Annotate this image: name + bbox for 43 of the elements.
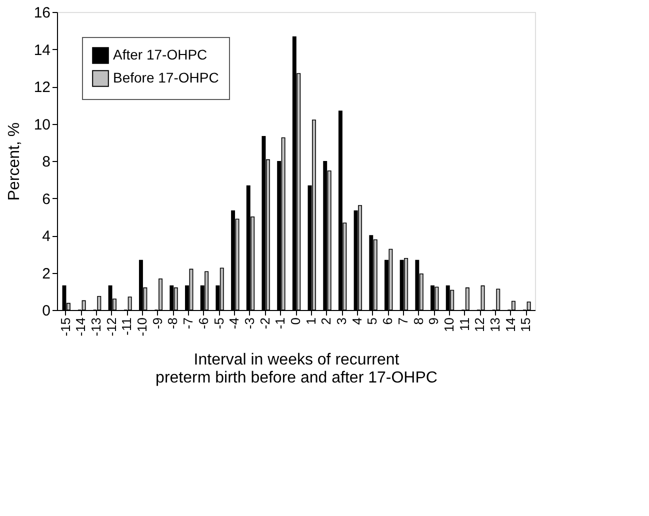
- y-tick-label: 16: [34, 4, 50, 22]
- x-tick-label: 13: [487, 318, 502, 332]
- legend-label: After 17-OHPC: [113, 46, 208, 62]
- y-tick-label: 6: [42, 190, 50, 208]
- x-tick-label: -2: [257, 318, 272, 330]
- legend-label: Before 17-OHPC: [113, 70, 219, 86]
- x-tick-label: -9: [150, 318, 165, 330]
- x-tick-label: -12: [104, 318, 119, 336]
- x-tick-label: 15: [518, 318, 534, 332]
- x-tick-label: 3: [334, 318, 350, 325]
- x-tick-label: 5: [364, 318, 380, 325]
- x-tick-label: 9: [426, 318, 442, 325]
- y-tick-label: 10: [34, 116, 50, 134]
- y-tick-label: 4: [42, 228, 50, 245]
- x-tick-label: -15: [58, 318, 73, 336]
- y-tick-label: 12: [34, 79, 50, 96]
- x-tick-label: -7: [180, 318, 196, 330]
- x-tick-label: 8: [410, 318, 426, 325]
- y-tick-label: 14: [34, 42, 50, 59]
- x-tick-label: 2: [318, 318, 334, 325]
- x-axis-title: Interval in weeks of recurrent preterm birth before and after 17-OHPC: [156, 351, 438, 386]
- x-tick-label: 7: [395, 318, 410, 325]
- x-tick-label: 6: [380, 318, 396, 325]
- y-tick-label: 8: [42, 154, 50, 170]
- x-tick-label: 14: [502, 318, 518, 332]
- x-tick-label: -3: [242, 318, 257, 330]
- y-tick-label: 2: [42, 265, 50, 282]
- x-tick-label: 10: [441, 318, 456, 332]
- x-tick-label: -11: [119, 318, 134, 336]
- y-axis-title: Percent, %: [6, 122, 23, 201]
- x-tick-label: -10: [134, 318, 150, 336]
- x-tick-label: -14: [73, 318, 88, 336]
- x-tick-label: -6: [196, 318, 211, 330]
- x-tick-label: -4: [226, 318, 242, 330]
- x-tick-label: -8: [165, 318, 180, 330]
- x-tick-label: -13: [88, 318, 104, 336]
- x-tick-label: -1: [272, 318, 288, 330]
- x-tick-label: 1: [303, 318, 318, 325]
- x-tick-label: -5: [211, 318, 226, 330]
- x-tick-label: 11: [456, 318, 472, 331]
- x-tick-label: 12: [472, 318, 488, 332]
- x-tick-label: 4: [349, 318, 364, 325]
- x-tick-label: 0: [288, 318, 303, 325]
